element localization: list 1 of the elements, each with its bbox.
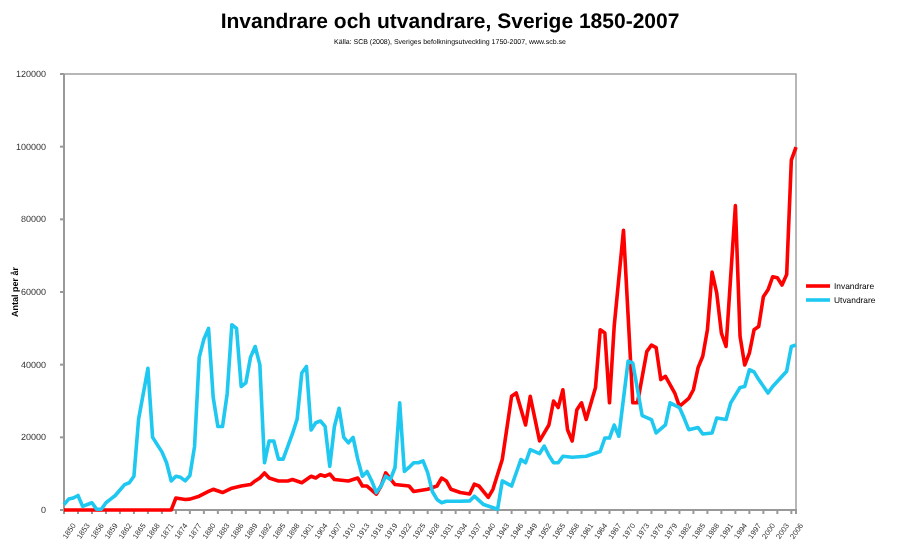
chart-title: Invandrare och utvandrare, Sverige 1850-2007 [220,10,680,34]
